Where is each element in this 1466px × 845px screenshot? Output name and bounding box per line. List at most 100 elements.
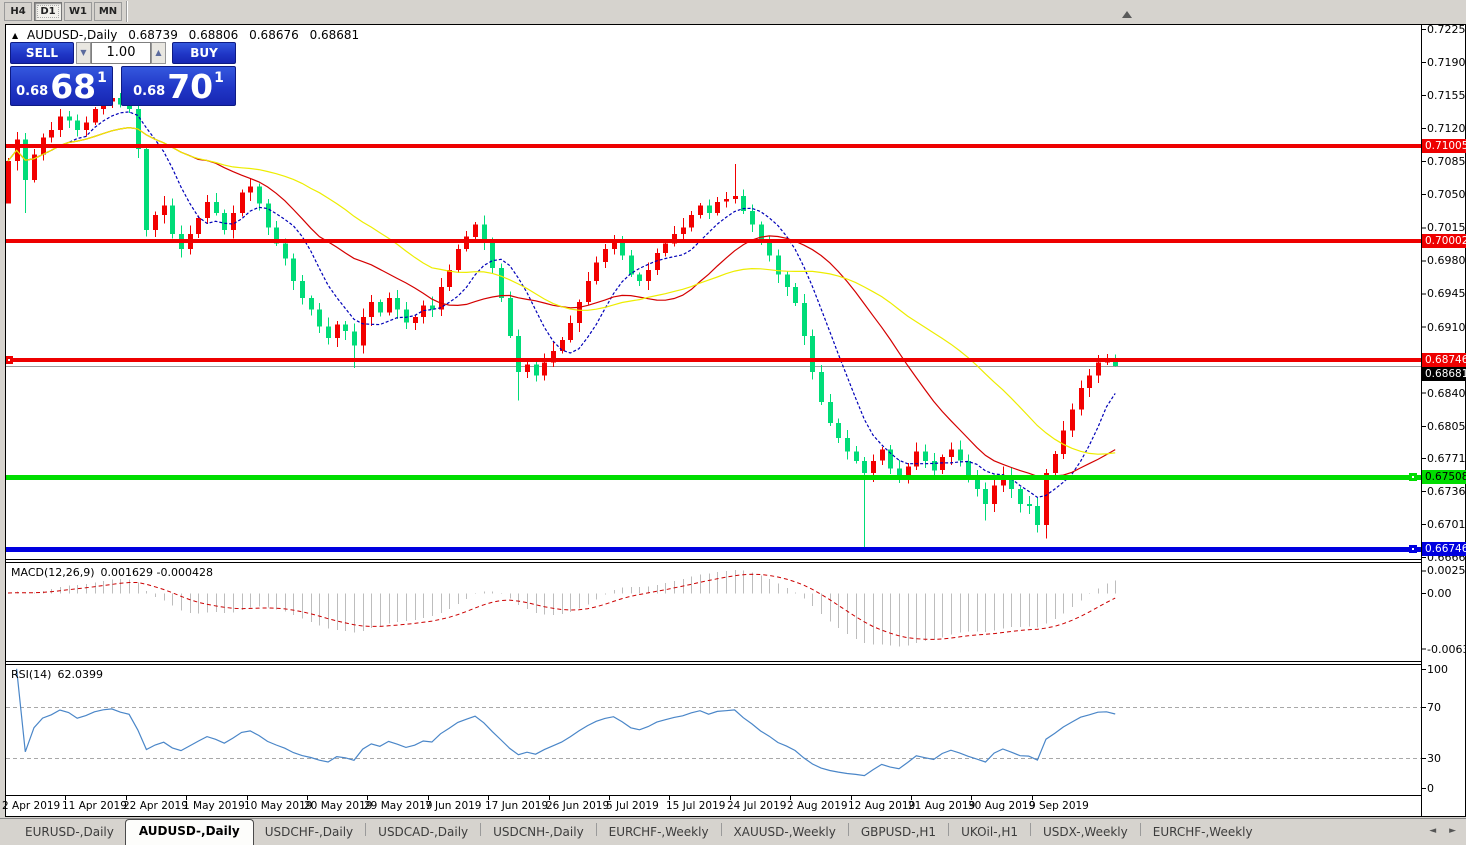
macd-indicator-label: MACD(12,26,9) 0.001629 -0.000428	[11, 566, 219, 579]
tab-scroll-right-icon[interactable]: ►	[1449, 826, 1456, 836]
buy-price-prefix: 0.68	[133, 84, 166, 99]
volume-decrease-button[interactable]: ▼	[76, 42, 91, 64]
date-axis-label: 12 Aug 2019	[848, 800, 916, 812]
hline-price-badge: 0.66746	[1422, 542, 1466, 556]
date-axis-label: 24 Jul 2019	[727, 800, 787, 812]
tab-separator	[480, 823, 482, 836]
collapse-triangle-icon: ▲	[12, 31, 19, 40]
toolbar-separator	[126, 1, 128, 22]
sell-price-pip-digit: 1	[97, 70, 107, 86]
rsi-axis-tick: 30	[1427, 752, 1441, 765]
rsi-value: 62.0399	[57, 668, 103, 681]
tab-separator	[847, 823, 849, 836]
volume-increase-button[interactable]: ▲	[151, 42, 166, 64]
hline-price-badge: 0.68746	[1422, 353, 1466, 367]
chart-area[interactable]	[5, 24, 1466, 816]
ohlc-close: 0.68681	[309, 28, 360, 42]
hline-price-badge: 0.71005	[1422, 139, 1466, 153]
hline-price-badge: 0.67508	[1422, 470, 1466, 484]
date-axis-label: 29 May 2019	[364, 800, 433, 812]
timeframe-button-w1[interactable]: W1	[64, 2, 92, 21]
chart-tab-usdchf-daily[interactable]: USDCHF-,Daily	[264, 825, 354, 839]
ohlc-open: 0.68739	[128, 28, 178, 42]
sell-price-panel[interactable]: 0.68 68 1	[10, 66, 113, 106]
sell-button[interactable]: SELL	[10, 42, 74, 64]
sell-price-big-digits: 68	[50, 67, 97, 106]
tab-scroll-left-icon[interactable]: ◄	[1429, 826, 1437, 836]
macd-name: MACD(12,26,9)	[11, 566, 95, 579]
one-click-trading-widget: SELL ▼ 1.00 ▲ BUY 0.68 68 1 0.68 70 1	[10, 42, 236, 106]
date-axis-label: 1 May 2019	[183, 800, 245, 812]
scroll-position-marker-icon	[1122, 11, 1132, 18]
tab-scroll-arrows: ◄ ►	[1419, 826, 1456, 836]
tab-separator	[1030, 823, 1031, 836]
chart-tab-eurchf-weekly[interactable]: EURCHF-,Weekly	[1152, 825, 1253, 839]
volume-input[interactable]: 1.00	[91, 42, 151, 64]
chart-tab-usdcad-daily[interactable]: USDCAD-,Daily	[378, 825, 469, 839]
buy-price-big-digits: 70	[167, 67, 214, 106]
rsi-axis-tick: 70	[1427, 701, 1441, 714]
macd-axis-tick: -0.006326	[1427, 643, 1466, 656]
rsi-axis-tick: 0	[1427, 782, 1434, 795]
macd-values: 0.001629 -0.000428	[100, 566, 213, 579]
date-axis-label: 22 Apr 2019	[123, 800, 188, 812]
chart-tab-audusd-daily[interactable]: AUDUSD-,Daily	[124, 819, 254, 845]
tab-separator	[595, 823, 597, 836]
chart-tab-usdcnh-daily[interactable]: USDCNH-,Daily	[493, 825, 584, 839]
timeframe-button-d1[interactable]: D1	[34, 2, 62, 21]
tab-separator	[720, 823, 722, 836]
sell-price-prefix: 0.68	[16, 84, 49, 99]
chart-tab-usdx-weekly[interactable]: USDX-,Weekly	[1043, 825, 1128, 839]
date-axis-label: 5 Jul 2019	[606, 800, 659, 812]
ohlc-high: 0.68806	[188, 28, 239, 42]
timeframe-button-h4[interactable]: H4	[4, 2, 32, 21]
tab-separator	[365, 823, 367, 836]
date-axis-label: 11 Apr 2019	[62, 800, 127, 812]
chart-tab-ukoil-h1[interactable]: UKOil-,H1	[961, 825, 1018, 839]
chart-tab-gbpusd-h1[interactable]: GBPUSD-,H1	[860, 825, 937, 839]
macd-axis-tick: 0.00	[1427, 587, 1452, 600]
buy-price-panel[interactable]: 0.68 70 1	[121, 66, 236, 106]
date-axis-label: 9 Sep 2019	[1029, 800, 1089, 812]
date-axis-label: 15 Jul 2019	[666, 800, 726, 812]
chart-tab-eurusd-daily[interactable]: EURUSD-,Daily	[25, 825, 114, 839]
chart-title: ▲ AUDUSD-,Daily 0.68739 0.68806 0.68676 …	[12, 28, 366, 42]
macd-axis-tick: 0.002574	[1427, 564, 1466, 577]
chart-tab-xauusd-weekly[interactable]: XAUUSD-,Weekly	[733, 825, 836, 839]
date-axis-label: 30 Aug 2019	[968, 800, 1036, 812]
timeframe-button-mn[interactable]: MN	[94, 2, 122, 21]
chart-symbol-label: AUDUSD-,Daily	[26, 28, 118, 42]
date-axis-label: 10 May 2019	[244, 800, 313, 812]
chart-tab-eurchf-weekly[interactable]: EURCHF-,Weekly	[608, 825, 709, 839]
chart-tab-bar: EURUSD-,Daily AUDUSD-,Daily USDCHF-,Daily U…	[0, 818, 1466, 845]
date-axis-label: 17 Jun 2019	[485, 800, 549, 812]
buy-button[interactable]: BUY	[172, 42, 236, 64]
tab-separator	[948, 823, 950, 836]
date-axis-label: 2 Apr 2019	[2, 800, 61, 812]
rsi-name: RSI(14)	[11, 668, 52, 681]
bid-price-badge: 0.68681	[1422, 367, 1466, 381]
date-axis-label: 7 Jun 2019	[425, 800, 482, 812]
date-axis-label: 2 Aug 2019	[787, 800, 848, 812]
tab-separator	[1139, 823, 1141, 836]
ohlc-low: 0.68676	[249, 28, 299, 42]
buy-price-pip-digit: 1	[214, 70, 224, 86]
date-axis-label: 26 Jun 2019	[546, 800, 610, 812]
timeframe-toolbar: H4 D1 W1 MN	[0, 0, 1466, 23]
date-axis-label: 20 May 2019	[304, 800, 373, 812]
